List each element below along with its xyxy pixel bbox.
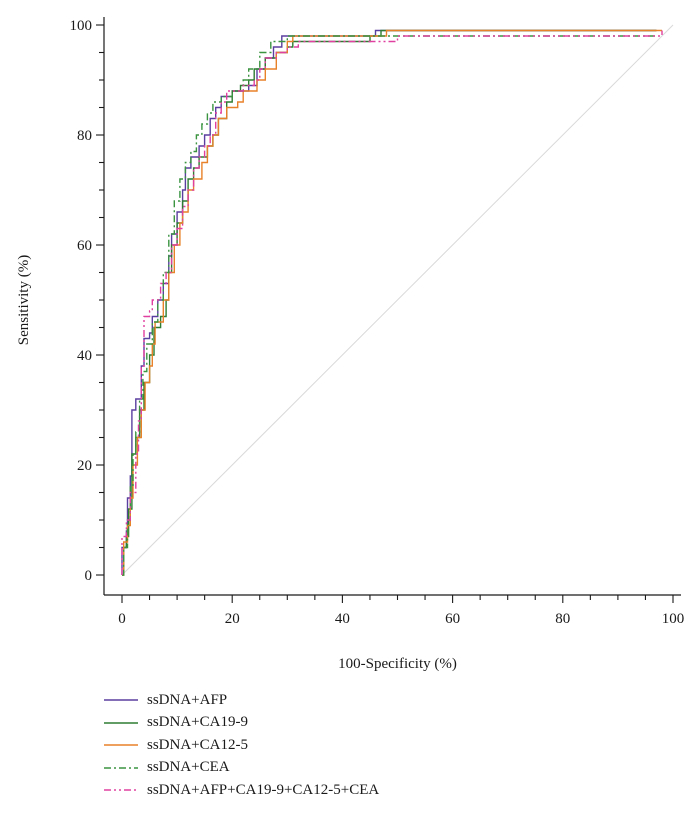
series-line-5 bbox=[121, 30, 663, 575]
legend-item: ssDNA+CEA bbox=[104, 757, 584, 780]
legend-swatch bbox=[104, 722, 138, 724]
y-tick-label: 20 bbox=[77, 458, 92, 474]
legend-item: ssDNA+CA19-9 bbox=[104, 712, 584, 735]
legend-label: ssDNA+CA12-5 bbox=[147, 736, 248, 753]
legend: ssDNA+AFP ssDNA+CA19-9 ssDNA+CA12-5 ssDNA+C… bbox=[104, 689, 584, 802]
ticks-layer: 0 20 40 60 80 100 0 20 40 60 80 100 bbox=[70, 18, 685, 627]
y-tick-label: 0 bbox=[85, 568, 93, 584]
roc-chart: 0 20 40 60 80 100 0 20 40 60 80 100 100-Specificity… bbox=[16, 17, 685, 672]
x-tick-label: 80 bbox=[555, 611, 570, 627]
reference-diagonal-line bbox=[121, 24, 674, 576]
series-line-1 bbox=[121, 29, 657, 575]
legend-swatch bbox=[104, 767, 138, 769]
legend-label: ssDNA+AFP+CA19-9+CA12-5+CEA bbox=[147, 781, 380, 798]
series-line-2 bbox=[122, 29, 657, 576]
legend-item: ssDNA+CA12-5 bbox=[104, 734, 584, 757]
legend-swatch bbox=[104, 699, 138, 701]
y-tick-label: 80 bbox=[77, 128, 92, 144]
legend-swatch bbox=[104, 744, 138, 746]
y-axis-title: Sensitivity (%) bbox=[16, 255, 32, 345]
legend-label: ssDNA+CEA bbox=[147, 759, 230, 776]
x-tick-label: 20 bbox=[225, 611, 240, 627]
axes-layer bbox=[103, 17, 681, 596]
series-line-3 bbox=[122, 29, 662, 576]
y-tick-label: 60 bbox=[77, 238, 92, 254]
legend-label: ssDNA+AFP bbox=[147, 691, 228, 708]
legend-label: ssDNA+CA19-9 bbox=[147, 714, 248, 731]
legend-swatch bbox=[104, 789, 138, 791]
x-tick-label: 0 bbox=[118, 611, 126, 627]
x-tick-label: 40 bbox=[335, 611, 350, 627]
x-axis-title: 100-Specificity (%) bbox=[338, 656, 457, 672]
series-line-4 bbox=[122, 35, 657, 576]
x-tick-label: 60 bbox=[445, 611, 460, 627]
series-layer bbox=[121, 29, 663, 576]
legend-item: ssDNA+AFP bbox=[104, 689, 584, 712]
y-tick-label: 40 bbox=[77, 348, 92, 364]
legend-item: ssDNA+AFP+CA19-9+CA12-5+CEA bbox=[104, 779, 584, 802]
y-tick-label: 100 bbox=[70, 18, 93, 34]
reference-diagonal-layer bbox=[121, 24, 674, 576]
x-tick-label: 100 bbox=[662, 611, 685, 627]
